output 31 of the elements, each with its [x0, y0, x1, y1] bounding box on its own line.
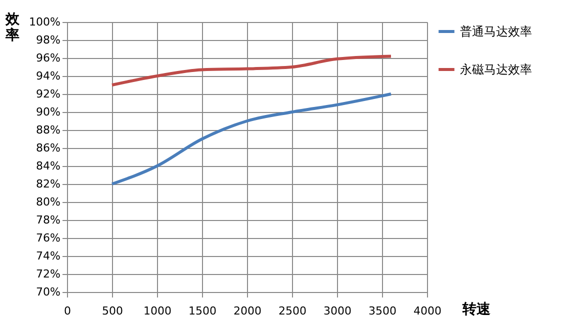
y-tick-label: 94% [36, 70, 60, 82]
y-tick-label: 76% [36, 232, 60, 244]
x-tick-label: 1500 [188, 304, 216, 318]
y-tick-label: 74% [36, 250, 60, 262]
y-tick-label: 90% [36, 106, 60, 118]
y-tick-label: 96% [36, 52, 60, 64]
y-tick-label: 100% [29, 16, 60, 28]
y-tick-label: 92% [36, 88, 60, 100]
x-tick-label: 2000 [234, 304, 262, 318]
x-tick-label: 3000 [324, 304, 352, 318]
legend-label: 永磁马达效率 [460, 62, 532, 76]
y-tick-label: 84% [36, 160, 60, 172]
x-tick-label: 1000 [144, 304, 172, 318]
y-tick-label: 82% [36, 178, 60, 190]
line-series [110, 92, 392, 186]
x-tick-label: 3500 [368, 304, 396, 318]
x-tick-label: 0 [64, 304, 71, 318]
y-tick-label: 70% [36, 286, 60, 298]
y-tick-label: 78% [36, 214, 60, 226]
y-tick-label: 80% [36, 196, 60, 208]
y-tick-label: 86% [36, 142, 60, 154]
legend-label: 普通马达效率 [460, 24, 532, 38]
x-tick-label: 4000 [414, 304, 442, 318]
line-series [110, 54, 392, 86]
x-tick-label: 500 [102, 304, 123, 318]
y-axis-title: 效率 [4, 12, 20, 44]
x-axis-title: 转速 [462, 302, 492, 318]
y-tick-label: 72% [36, 268, 60, 280]
y-tick-label: 98% [36, 34, 60, 46]
y-tick-label: 88% [36, 124, 60, 136]
x-tick-label: 2500 [278, 304, 306, 318]
